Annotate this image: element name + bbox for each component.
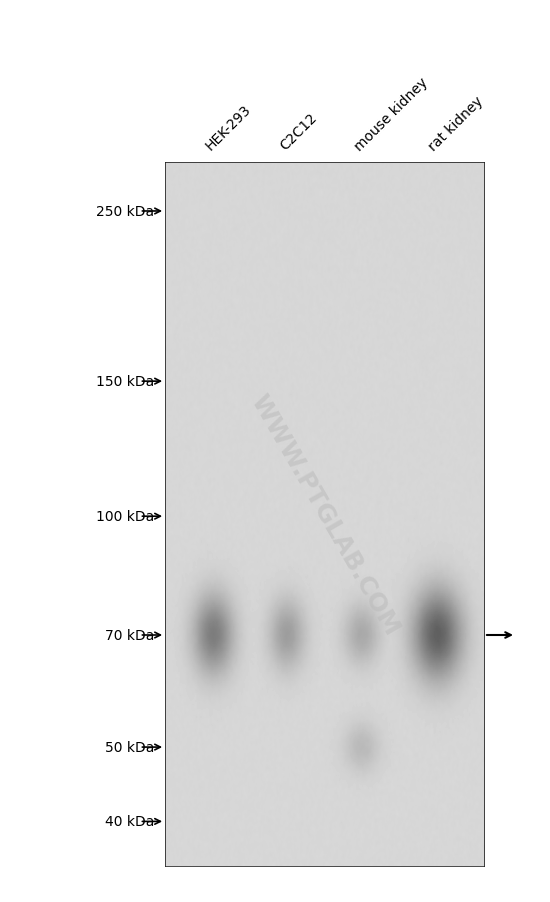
Text: WWW.PTGLAB.COM: WWW.PTGLAB.COM	[246, 390, 403, 639]
Text: 100 kDa: 100 kDa	[96, 510, 154, 523]
Text: C2C12: C2C12	[277, 111, 320, 153]
Text: 40 kDa: 40 kDa	[104, 815, 154, 828]
Text: 150 kDa: 150 kDa	[96, 374, 154, 389]
Text: rat kidney: rat kidney	[426, 94, 486, 153]
Text: 70 kDa: 70 kDa	[104, 629, 154, 642]
Text: 250 kDa: 250 kDa	[96, 205, 154, 219]
Text: 50 kDa: 50 kDa	[104, 741, 154, 754]
Text: mouse kidney: mouse kidney	[352, 75, 431, 153]
Text: HEK-293: HEK-293	[203, 103, 254, 153]
